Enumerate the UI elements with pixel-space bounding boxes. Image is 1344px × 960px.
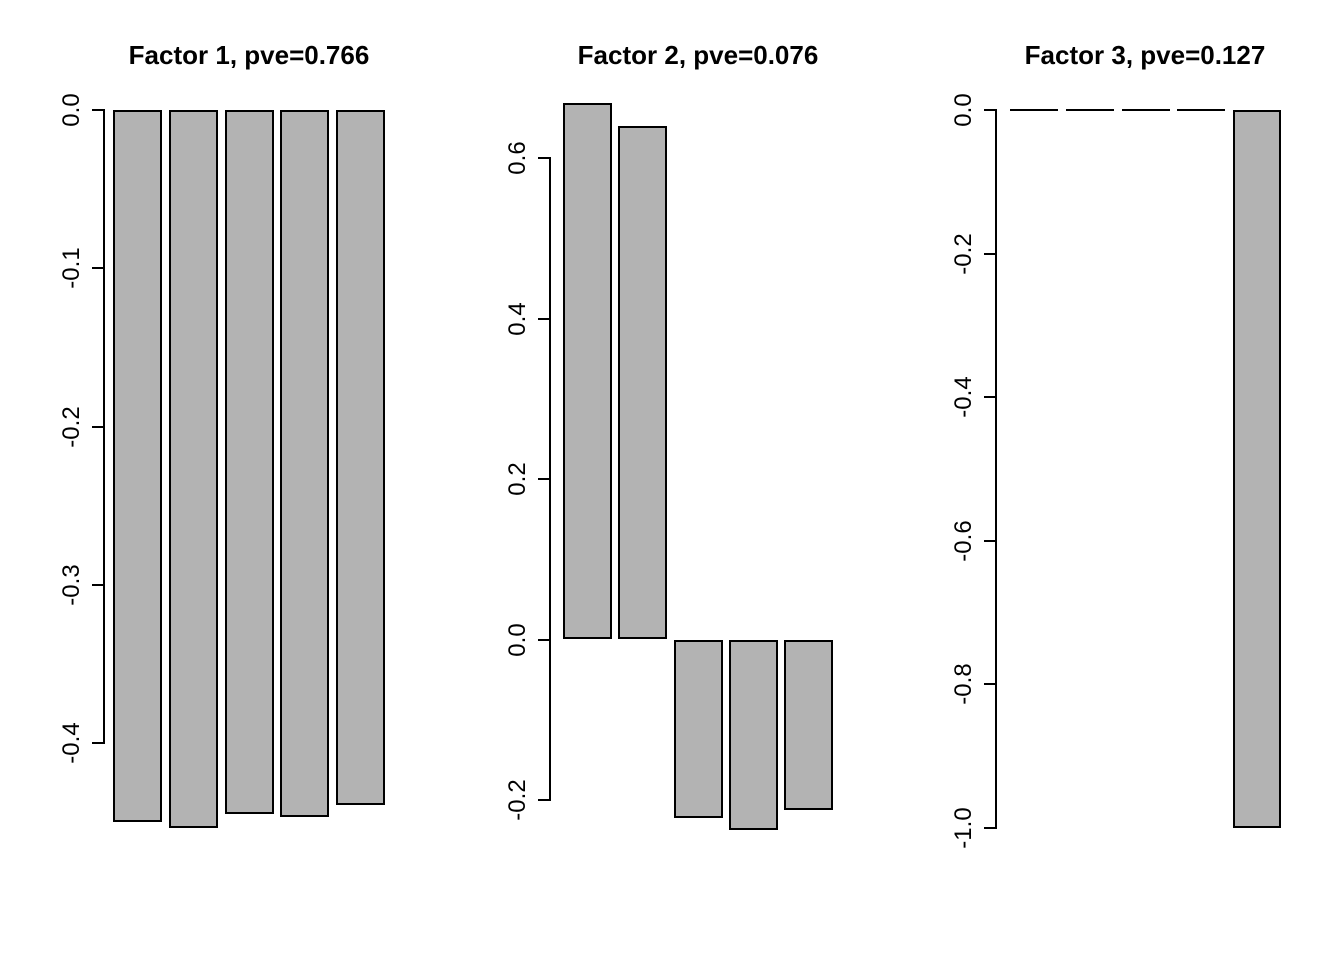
- factor-2-y-axis-tick: [538, 317, 549, 320]
- factor-2-y-axis-tick: [538, 478, 549, 480]
- factor-3-y-axis-tick: [984, 109, 995, 111]
- factor-2-y-axis-tick: [538, 157, 549, 159]
- factor-1-y-axis-tick-label: 0.0: [58, 93, 85, 127]
- factor-2-bar-3: [673, 639, 723, 819]
- factor-2-y-axis-tick-label: -0.2: [504, 779, 531, 821]
- factor-3-y-axis-tick-label: -0.4: [950, 376, 977, 418]
- factor-1-y-axis-tick: [92, 425, 103, 428]
- factor-3-y-axis-tick: [984, 396, 995, 399]
- factor-3-y-axis-tick: [984, 252, 995, 255]
- factor-3-bar-5: [1233, 110, 1281, 828]
- factor-3-y-axis-line: [995, 109, 997, 829]
- factor-2-y-axis-line: [549, 157, 551, 801]
- chart-title-factor-2: Factor 2, pve=0.076: [577, 40, 819, 70]
- factor-2-y-axis-tick-label: 0.2: [504, 462, 531, 496]
- chart-title-factor-3: Factor 3, pve=0.127: [1024, 40, 1266, 70]
- factor-1-y-axis-tick-label: -0.1: [58, 247, 85, 289]
- factor-3-y-axis-tick-label: -0.8: [950, 663, 977, 706]
- chart-title-factor-1: Factor 1, pve=0.766: [128, 40, 370, 70]
- factor-3-bar-4-zero: [1177, 109, 1226, 111]
- factor-1-y-axis-tick-label: -0.4: [58, 722, 85, 764]
- factor-2-y-axis-tick-label: 0.0: [504, 622, 531, 657]
- factor-1-bar-2: [168, 110, 218, 829]
- factor-2-bar-4: [728, 639, 778, 831]
- factor-1-y-axis-tick-label: -0.2: [58, 405, 85, 448]
- factor-1-y-axis-line: [103, 109, 105, 744]
- factor-2-y-axis-tick-label: 0.6: [504, 141, 531, 175]
- factor-2-bar-5: [784, 639, 833, 811]
- factor-3-y-axis-tick: [984, 539, 995, 542]
- factor-3-y-axis-tick: [984, 827, 995, 829]
- factor-2-y-axis-tick: [538, 638, 549, 641]
- factor-1-bar-4: [280, 110, 330, 818]
- factor-2-y-axis-tick-label: 0.4: [504, 301, 531, 336]
- factor-3-y-axis-tick-label: -0.2: [950, 232, 977, 275]
- factor-1-bar-5: [336, 110, 385, 805]
- factor-3-y-axis-tick-label: -1.0: [950, 807, 977, 849]
- factor-1-y-axis-tick: [92, 267, 103, 270]
- factor-1-y-axis-tick: [92, 742, 103, 744]
- factor-1-y-axis-tick-label: -0.3: [58, 564, 85, 606]
- factor-1-y-axis-tick: [92, 109, 103, 111]
- factor-1-bar-1: [113, 110, 162, 823]
- factor-3-bar-1-zero: [1010, 109, 1058, 111]
- factor-3-y-axis-tick-label: 0.0: [950, 93, 977, 127]
- factor-2-bar-2: [618, 125, 668, 640]
- factor-1-bar-3: [224, 110, 274, 815]
- factor-2-y-axis-tick: [538, 799, 549, 801]
- factor-2-bar-1: [563, 103, 612, 640]
- factor-3-y-axis-tick: [984, 683, 995, 686]
- factor-3-y-axis-tick-label: -0.6: [950, 520, 977, 562]
- factor-3-bar-3-zero: [1121, 109, 1170, 111]
- factor-1-y-axis-tick: [92, 583, 103, 586]
- factor-3-bar-2-zero: [1065, 109, 1114, 111]
